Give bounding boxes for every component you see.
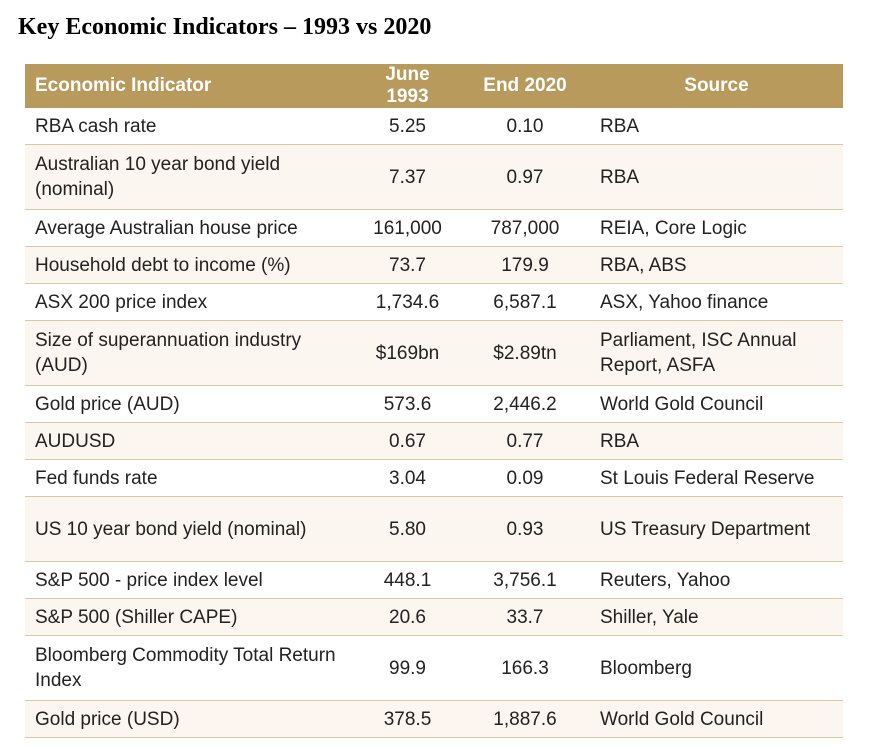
end-2020-cell: $2.89tn: [460, 320, 590, 386]
june-1993-cell: 20.6: [355, 598, 460, 636]
indicator-cell: Gold price (AUD): [25, 385, 355, 423]
june-1993-cell: 5.80: [355, 496, 460, 562]
end-2020-cell: 787,000: [460, 209, 590, 247]
june-1993-cell: 1,734.6: [355, 283, 460, 321]
source-cell: REIA, Core Logic: [590, 209, 843, 247]
source-cell: RBA: [590, 108, 843, 145]
end-2020-cell: 0.09: [460, 459, 590, 497]
end-2020-cell: 3,756.1: [460, 561, 590, 599]
source-cell: RBA: [590, 422, 843, 460]
end-2020-cell: 1,887.6: [460, 700, 590, 738]
indicator-cell: ASX 200 price index: [25, 283, 355, 321]
source-cell: Parliament, ISC Annual Report, ASFA: [590, 320, 843, 386]
table-row: AUDUSD 0.67 0.77 RBA: [25, 422, 843, 460]
table-row: Bloomberg Commodity Total Return Index 99…: [25, 635, 843, 701]
june-1993-cell: 161,000: [355, 209, 460, 247]
indicator-cell: AUDUSD: [25, 422, 355, 460]
header-indicator: Economic Indicator: [25, 64, 355, 108]
table-row: Size of superannuation industry (AUD) $16…: [25, 320, 843, 386]
june-1993-cell: 573.6: [355, 385, 460, 423]
indicator-cell: Bloomberg Commodity Total Return Index: [25, 635, 355, 701]
table-row: US 10 year bond yield (nominal) 5.80 0.93 U…: [25, 496, 843, 562]
table-row: ASX 200 price index 1,734.6 6,587.1 ASX, Ya…: [25, 283, 843, 321]
source-cell: Reuters, Yahoo: [590, 561, 843, 599]
june-1993-cell: 7.37: [355, 144, 460, 210]
table-row: Household debt to income (%) 73.7 179.9 RBA…: [25, 246, 843, 284]
source-cell: Bloomberg: [590, 635, 843, 701]
indicator-cell: Fed funds rate: [25, 459, 355, 497]
end-2020-cell: 179.9: [460, 246, 590, 284]
indicator-cell: Gold price (USD): [25, 700, 355, 738]
table-row: Gold price (AUD) 573.6 2,446.2 World Gold C…: [25, 385, 843, 423]
end-2020-cell: 0.97: [460, 144, 590, 210]
source-cell: Shiller, Yale: [590, 598, 843, 636]
end-2020-cell: 0.93: [460, 496, 590, 562]
june-1993-cell: $169bn: [355, 320, 460, 386]
june-1993-cell: 378.5: [355, 700, 460, 738]
table-row: Australian 10 year bond yield (nominal) 7…: [25, 144, 843, 210]
source-cell: US Treasury Department: [590, 496, 843, 562]
indicator-cell: US 10 year bond yield (nominal): [25, 496, 355, 562]
june-1993-cell: 99.9: [355, 635, 460, 701]
june-1993-cell: 5.25: [355, 108, 460, 145]
indicator-cell: Size of superannuation industry (AUD): [25, 320, 355, 386]
june-1993-cell: 3.04: [355, 459, 460, 497]
header-end-2020: End 2020: [460, 64, 590, 108]
june-1993-cell: 73.7: [355, 246, 460, 284]
end-2020-cell: 0.10: [460, 108, 590, 145]
june-1993-cell: 0.67: [355, 422, 460, 460]
indicator-cell: Average Australian house price: [25, 209, 355, 247]
indicator-cell: RBA cash rate: [25, 108, 355, 145]
indicators-table: Economic Indicator June 1993 End 2020 So…: [25, 64, 843, 738]
table-row: Average Australian house price 161,000 787…: [25, 209, 843, 247]
page-title: Key Economic Indicators – 1993 vs 2020: [18, 14, 432, 40]
end-2020-cell: 2,446.2: [460, 385, 590, 423]
header-june-1993: June 1993: [355, 64, 460, 108]
end-2020-cell: 6,587.1: [460, 283, 590, 321]
end-2020-cell: 166.3: [460, 635, 590, 701]
end-2020-cell: 0.77: [460, 422, 590, 460]
source-cell: ASX, Yahoo finance: [590, 283, 843, 321]
indicator-cell: S&P 500 - price index level: [25, 561, 355, 599]
table-row: Fed funds rate 3.04 0.09 St Louis Federal R…: [25, 459, 843, 497]
indicator-cell: Australian 10 year bond yield (nominal): [25, 144, 355, 210]
source-cell: St Louis Federal Reserve: [590, 459, 843, 497]
table-row: S&P 500 - price index level 448.1 3,756.1 R…: [25, 561, 843, 599]
indicator-cell: Household debt to income (%): [25, 246, 355, 284]
source-cell: RBA: [590, 144, 843, 210]
source-cell: RBA, ABS: [590, 246, 843, 284]
june-1993-cell: 448.1: [355, 561, 460, 599]
table-row: RBA cash rate 5.25 0.10 RBA: [25, 108, 843, 145]
source-cell: World Gold Council: [590, 385, 843, 423]
header-source: Source: [590, 64, 843, 108]
table-header-row: Economic Indicator June 1993 End 2020 So…: [25, 64, 843, 108]
end-2020-cell: 33.7: [460, 598, 590, 636]
table-row: S&P 500 (Shiller CAPE) 20.6 33.7 Shiller, Y…: [25, 598, 843, 636]
table-row: Gold price (USD) 378.5 1,887.6 World Gold C…: [25, 700, 843, 738]
source-cell: World Gold Council: [590, 700, 843, 738]
indicator-cell: S&P 500 (Shiller CAPE): [25, 598, 355, 636]
